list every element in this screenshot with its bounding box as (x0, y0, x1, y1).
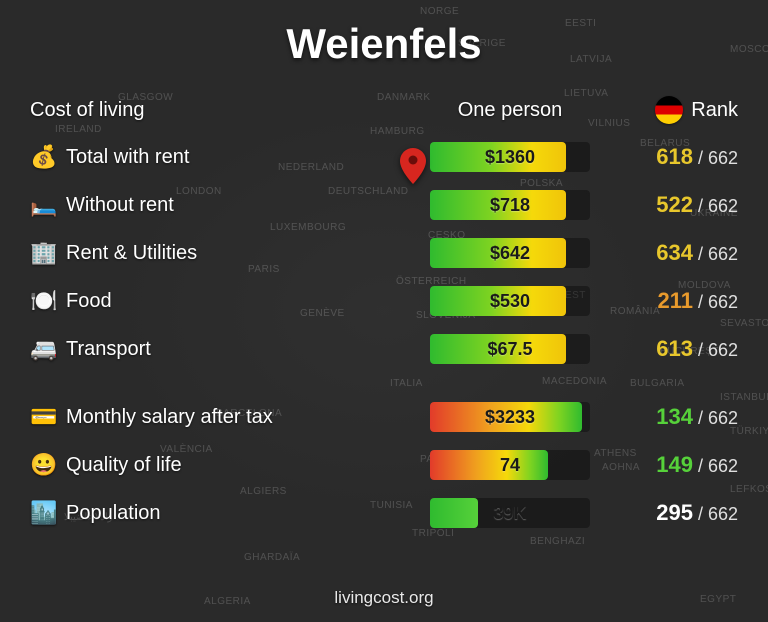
metric-label: Food (66, 290, 112, 313)
metric-row: 🚐 Transport $67.5 613 / 662 (30, 330, 738, 368)
rank-number: 134 (656, 404, 693, 429)
metric-icon: 🍽️ (30, 288, 56, 314)
metric-label-cell: 😀 Quality of life (30, 452, 290, 478)
metric-row: 🏢 Rent & Utilities $642 634 / 662 (30, 234, 738, 272)
location-pin (400, 148, 426, 189)
metric-label-cell: 🛏️ Without rent (30, 192, 290, 218)
metric-bar: $642 (430, 238, 590, 268)
metric-rank: 618 / 662 (600, 144, 738, 170)
metric-icon: 🛏️ (30, 192, 56, 218)
rank-total: / 662 (693, 456, 738, 476)
metric-rank: 613 / 662 (600, 336, 738, 362)
rank-total: / 662 (693, 196, 738, 216)
rank-number: 295 (656, 500, 693, 525)
footer-source: livingcost.org (0, 588, 768, 608)
metric-value: $642 (490, 243, 530, 264)
metric-rank: 134 / 662 (600, 404, 738, 430)
metric-bar-fill (430, 450, 548, 480)
flag-icon (655, 96, 683, 124)
rank-total: / 662 (693, 244, 738, 264)
metric-bar: $530 (430, 286, 590, 316)
metric-value: $1360 (485, 147, 535, 168)
rank-total: / 662 (693, 340, 738, 360)
rank-number: 211 (657, 288, 693, 313)
metric-row: 😀 Quality of life 74 149 / 662 (30, 446, 738, 484)
metric-label-cell: 🏙️ Population (30, 500, 290, 526)
header-rank: Rank (600, 96, 738, 124)
rank-total: / 662 (693, 148, 738, 168)
metric-rank: 211 / 662 (600, 288, 738, 314)
header-rank-label: Rank (691, 99, 738, 122)
metric-label-cell: 💳 Monthly salary after tax (30, 404, 290, 430)
metric-label: Rent & Utilities (66, 242, 197, 265)
metric-icon: 💰 (30, 144, 56, 170)
metric-bar: $718 (430, 190, 590, 220)
metric-rank: 634 / 662 (600, 240, 738, 266)
metric-row: 💳 Monthly salary after tax $3233 134 / 662 (30, 398, 738, 436)
metric-row: 🍽️ Food $530 211 / 662 (30, 282, 738, 320)
metric-icon: 🏢 (30, 240, 56, 266)
metric-label-cell: 🚐 Transport (30, 336, 290, 362)
metric-rows: 💰 Total with rent $1360 618 / 662 🛏️ Without … (30, 138, 738, 532)
metric-label: Monthly salary after tax (66, 406, 273, 429)
rank-number: 149 (656, 452, 693, 477)
rank-total: / 662 (693, 408, 738, 428)
metric-bar: $3233 (430, 402, 590, 432)
metric-icon: 😀 (30, 452, 56, 478)
metric-rank: 295 / 662 (600, 500, 738, 526)
table-header: Cost of living One person Rank (30, 96, 738, 124)
metric-label: Without rent (66, 194, 174, 217)
header-cost-of-living: Cost of living (30, 99, 290, 122)
rank-number: 634 (656, 240, 693, 265)
metric-bar: $1360 (430, 142, 590, 172)
metric-bar: 39K (430, 498, 590, 528)
metric-label-cell: 🍽️ Food (30, 288, 290, 314)
metric-icon: 💳 (30, 404, 56, 430)
metric-label: Population (66, 502, 161, 525)
metric-label: Total with rent (66, 146, 189, 169)
metric-rank: 522 / 662 (600, 192, 738, 218)
content: Weienfels Cost of living One person Rank… (0, 0, 768, 622)
header-one-person: One person (430, 99, 590, 122)
metric-value: $718 (490, 195, 530, 216)
rank-number: 618 (656, 144, 693, 169)
metric-value: $67.5 (487, 339, 532, 360)
metric-bar: $67.5 (430, 334, 590, 364)
metric-icon: 🏙️ (30, 500, 56, 526)
metric-icon: 🚐 (30, 336, 56, 362)
page-title: Weienfels (30, 20, 738, 68)
group-spacer (30, 378, 738, 388)
metric-label-cell: 💰 Total with rent (30, 144, 290, 170)
metric-row: 🏙️ Population 39K 295 / 662 (30, 494, 738, 532)
metric-value: 39K (493, 503, 526, 524)
rank-number: 522 (656, 192, 693, 217)
metric-value: $3233 (485, 407, 535, 428)
metric-label-cell: 🏢 Rent & Utilities (30, 240, 290, 266)
metric-rank: 149 / 662 (600, 452, 738, 478)
metric-row: 💰 Total with rent $1360 618 / 662 (30, 138, 738, 176)
metric-value: 74 (500, 455, 520, 476)
rank-total: / 662 (693, 504, 738, 524)
rank-total: / 662 (693, 292, 738, 312)
metric-label: Quality of life (66, 454, 182, 477)
rank-number: 613 (656, 336, 693, 361)
metric-label: Transport (66, 338, 151, 361)
metric-value: $530 (490, 291, 530, 312)
metric-row: 🛏️ Without rent $718 522 / 662 (30, 186, 738, 224)
metric-bar: 74 (430, 450, 590, 480)
metric-bar-fill (430, 498, 478, 528)
